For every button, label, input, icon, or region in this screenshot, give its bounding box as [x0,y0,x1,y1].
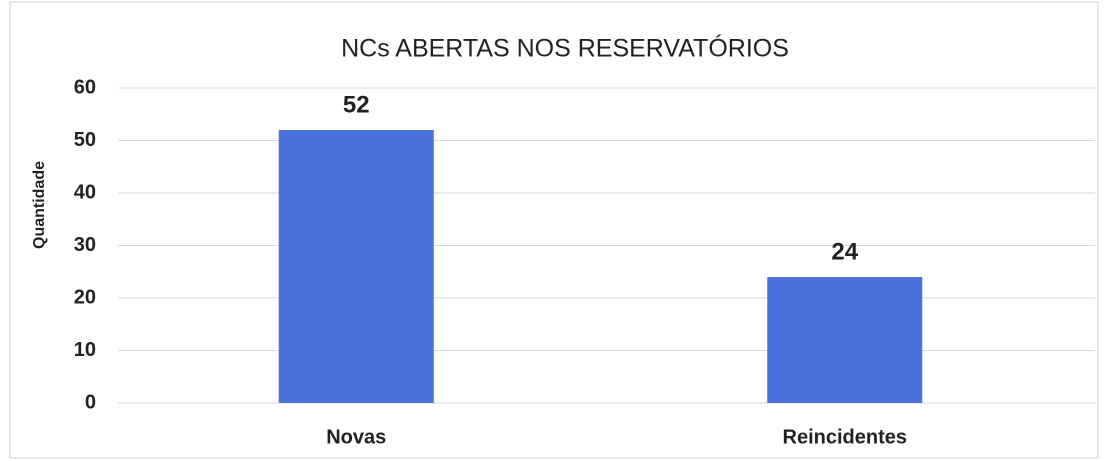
y-tick-label: 40 [74,181,96,203]
data-label: 52 [343,91,370,118]
bar [278,130,434,403]
y-tick-label: 0 [85,391,96,413]
y-tick-label: 60 [74,76,96,98]
bar [767,277,923,403]
y-tick-label: 50 [74,129,96,151]
data-label: 24 [831,238,858,265]
chart-title: NCs ABERTAS NOS RESERVATÓRIOS [341,34,789,63]
y-tick-label: 30 [74,234,96,256]
y-tick-label: 20 [74,286,96,308]
chart-frame [9,1,1099,459]
x-tick-label: Reincidentes [783,426,907,448]
y-tick-label: 10 [74,339,96,361]
y-axis-label: Quantidade [31,161,48,249]
x-tick-label: Novas [326,426,386,448]
